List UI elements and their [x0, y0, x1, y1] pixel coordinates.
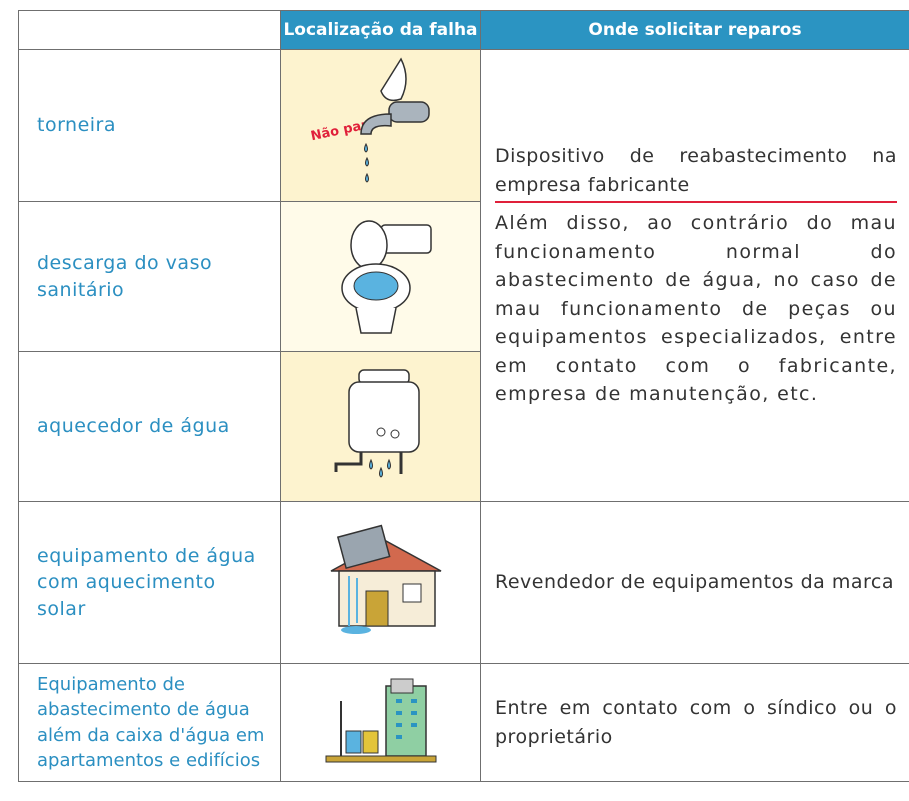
- header-blank: [18, 10, 281, 50]
- header-cell: Onde solicitar reparos: [480, 10, 909, 50]
- solar-house-illustration: [330, 524, 441, 634]
- heater-illustration: [334, 368, 420, 478]
- illustration-cell: Não para!: [280, 49, 481, 202]
- faucet-illustration: Não para!: [309, 56, 430, 183]
- fault-cell: descarga do vaso sanitário: [18, 201, 281, 352]
- repair-table: Localização da falha Onde solicitar repa…: [18, 10, 909, 782]
- repair-cell: Revendedor de equipamentos da marca: [480, 501, 909, 664]
- illustration-cell: [280, 351, 481, 502]
- fault-cell: aquecedor de água: [18, 351, 281, 502]
- repair-cell: Entre em contato com o síndico ou o prop…: [480, 663, 909, 782]
- fault-cell: Equipamento de abastecimento de água alé…: [18, 663, 281, 782]
- illustration-cell: [280, 201, 481, 352]
- fault-cell: equipamento de água com aquecimento sola…: [18, 501, 281, 664]
- row: descarga do vaso sanitário: [18, 201, 909, 352]
- repair-highlight: Dispositivo de reabastecimento na empres…: [495, 142, 897, 204]
- toilet-illustration: [340, 219, 432, 334]
- repair-note: Além disso, ao contrário do mau funciona…: [495, 212, 897, 406]
- header-row: Localização da falha Onde solicitar repa…: [18, 10, 909, 50]
- fault-cell: torneira: [18, 49, 281, 202]
- row: aquecedor de água: [18, 351, 909, 502]
- illustration-cell: [280, 501, 481, 664]
- row: torneira Não para! Dispositivo de reabas…: [18, 49, 909, 502]
- illustration-cell: [280, 663, 481, 782]
- row: Equipamento de abastecimento de água alé…: [18, 663, 909, 782]
- header-cell: Localização da falha: [280, 10, 481, 50]
- row: equipamento de água com aquecimento sola…: [18, 501, 909, 664]
- repair-cell: Dispositivo de reabastecimento na empres…: [480, 49, 909, 502]
- building-illustration: [325, 678, 436, 762]
